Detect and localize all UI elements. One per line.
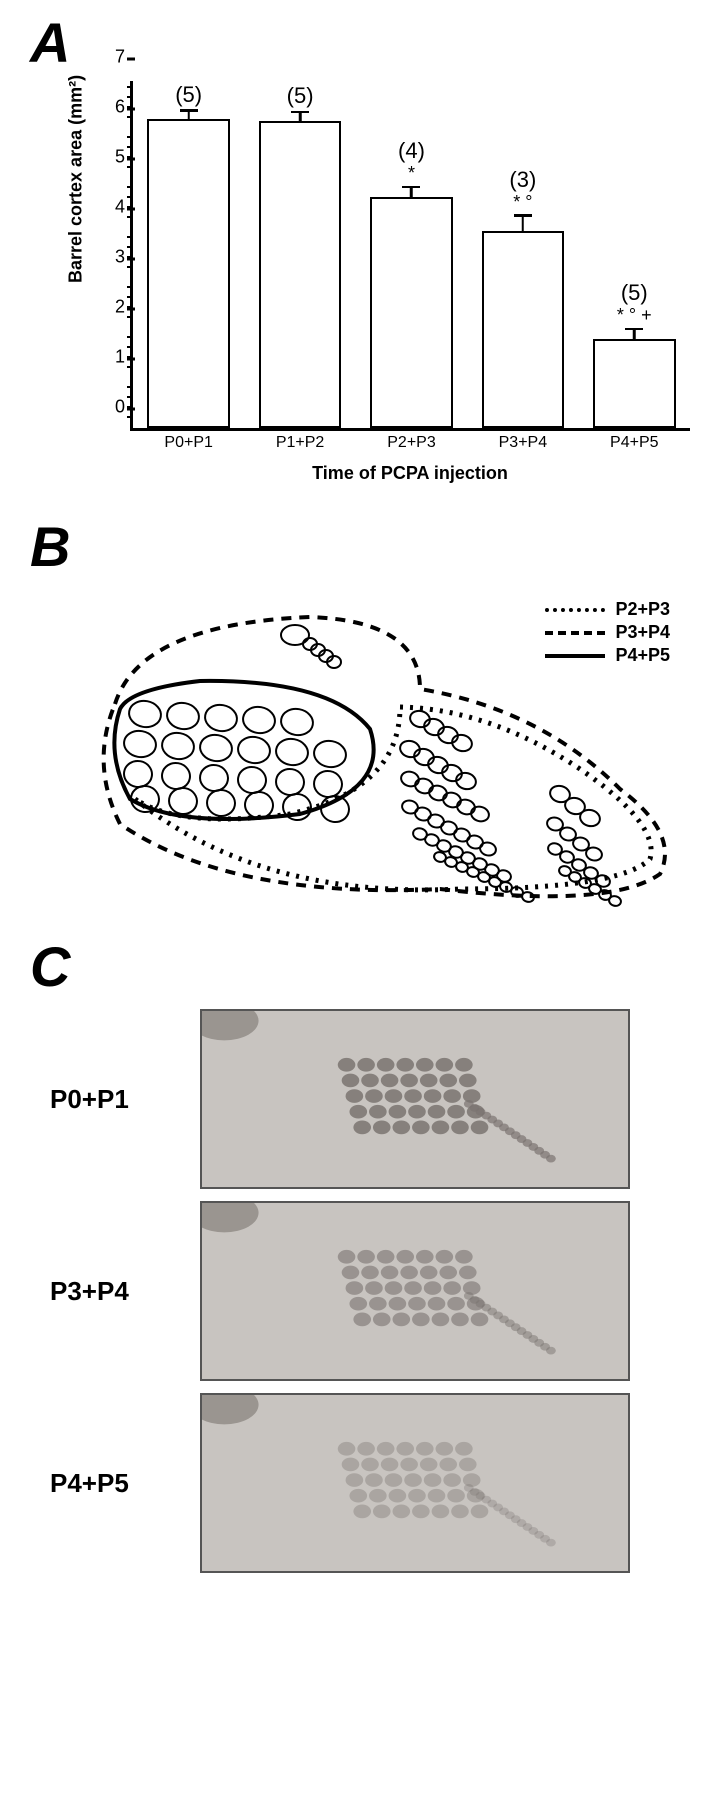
histology-image — [200, 1393, 630, 1573]
bar-slot: (5)P0+P1 — [147, 119, 229, 428]
bar-slot: * ° +(5)P4+P5 — [593, 339, 675, 428]
panel-c-label: C — [30, 934, 700, 999]
n-label: (5) — [287, 83, 314, 109]
panel-b-diagram: P2+P3P3+P4P4+P5 — [60, 589, 700, 924]
y-tick: 0 — [95, 397, 125, 418]
legend-swatch — [545, 608, 605, 612]
bar — [593, 339, 675, 428]
y-tick: 1 — [95, 347, 125, 368]
panel-b-label: B — [30, 514, 700, 579]
n-label: (5) — [621, 280, 648, 306]
legend-item: P2+P3 — [545, 599, 670, 620]
x-tick-label: P2+P3 — [387, 434, 435, 452]
x-tick-label: P3+P4 — [499, 434, 547, 452]
bar-slot: (5)P1+P2 — [259, 121, 341, 429]
x-tick-label: P1+P2 — [276, 434, 324, 452]
bar — [370, 197, 452, 428]
histology-label: P0+P1 — [50, 1084, 180, 1115]
legend-swatch — [545, 631, 605, 635]
y-axis-title: Barrel cortex area (mm²) — [66, 74, 87, 282]
panel-b-legend: P2+P3P3+P4P4+P5 — [545, 599, 670, 668]
y-tick: 5 — [95, 147, 125, 168]
legend-swatch — [545, 654, 605, 658]
bar — [147, 119, 229, 428]
histology-label: P4+P5 — [50, 1468, 180, 1499]
n-label: (4) — [398, 138, 425, 164]
n-label: (3) — [509, 167, 536, 193]
y-tick: 4 — [95, 197, 125, 218]
histology-row: P3+P4 — [50, 1201, 700, 1381]
significance-marker: * ° — [513, 192, 532, 213]
legend-item: P3+P4 — [545, 622, 670, 643]
histology-image — [200, 1201, 630, 1381]
significance-marker: * ° + — [617, 305, 652, 326]
histology-row: P4+P5 — [50, 1393, 700, 1573]
bar — [259, 121, 341, 429]
chart-area: 01234567(5)P0+P1(5)P1+P2*(4)P2+P3* °(3)P… — [130, 81, 690, 431]
significance-marker: * — [408, 163, 415, 184]
bar — [482, 231, 564, 429]
histology-row: P0+P1 — [50, 1009, 700, 1189]
y-tick: 3 — [95, 247, 125, 268]
y-tick: 2 — [95, 297, 125, 318]
histology-image — [200, 1009, 630, 1189]
n-label: (5) — [175, 82, 202, 108]
legend-item: P4+P5 — [545, 645, 670, 666]
histology-label: P3+P4 — [50, 1276, 180, 1307]
bar-slot: * °(3)P3+P4 — [482, 231, 564, 429]
x-tick-label: P0+P1 — [164, 434, 212, 452]
panel-a-label: A — [30, 10, 700, 75]
bar-slot: *(4)P2+P3 — [370, 197, 452, 428]
x-axis-title: Time of PCPA injection — [130, 463, 690, 484]
panel-c-images: P0+P1 P3+P4 P4+P5 — [50, 1009, 700, 1573]
y-tick: 6 — [95, 97, 125, 118]
x-tick-label: P4+P5 — [610, 434, 658, 452]
y-tick: 7 — [95, 47, 125, 68]
bar-chart: Barrel cortex area (mm²) 01234567(5)P0+P… — [80, 81, 690, 484]
